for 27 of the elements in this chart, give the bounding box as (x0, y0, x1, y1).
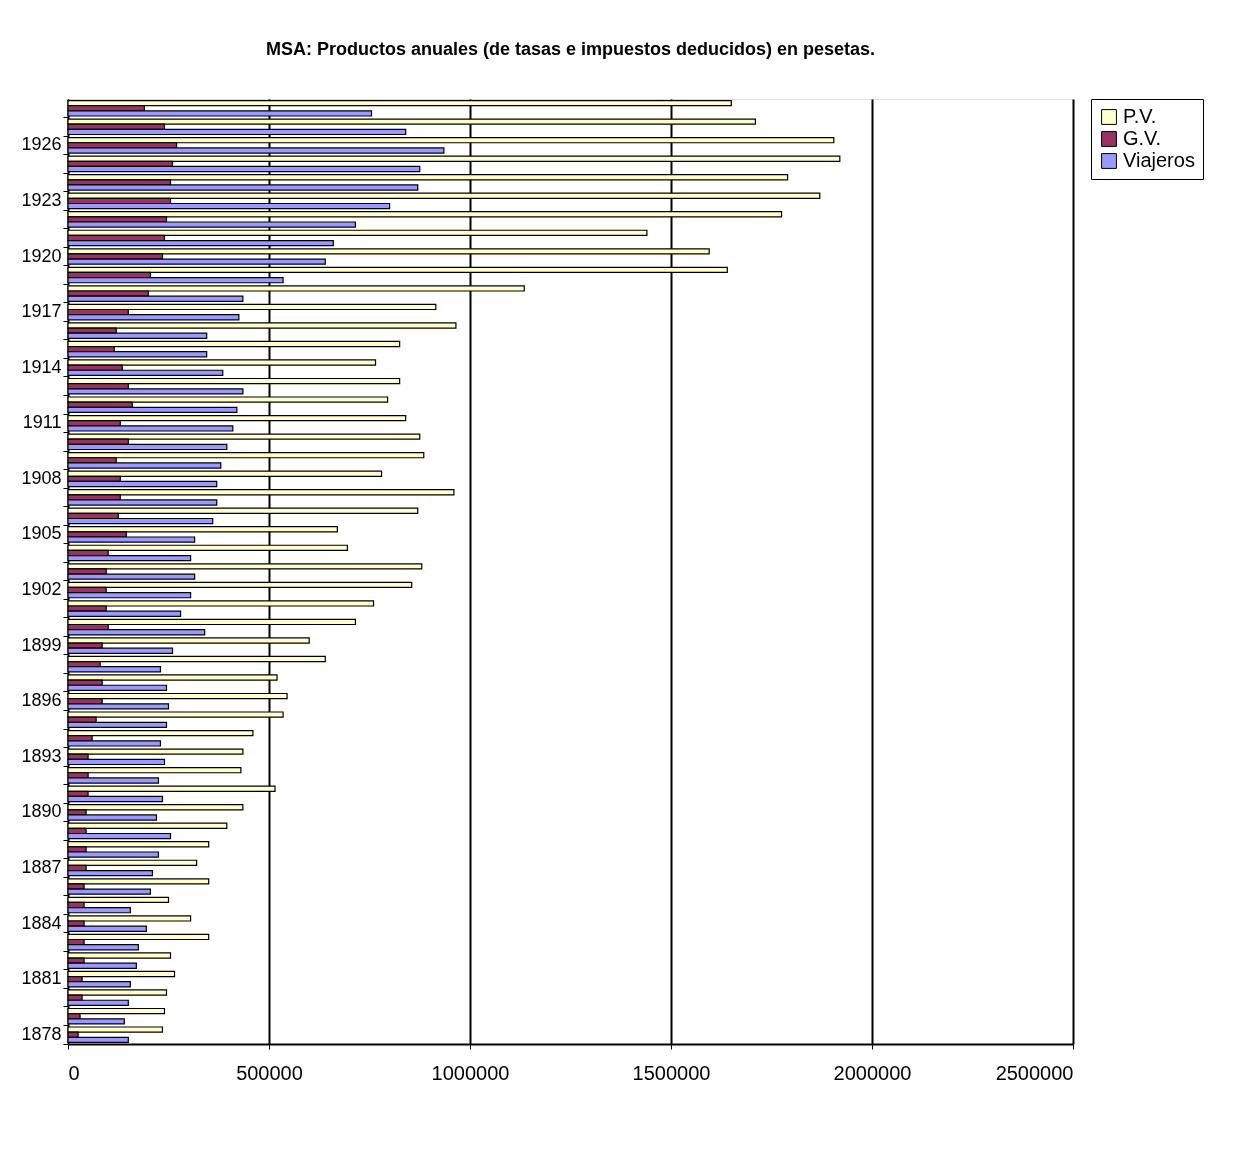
legend-label: Viajeros (1123, 149, 1195, 171)
y-tick-label: 1890 (21, 801, 62, 822)
y-tick-label: 1878 (21, 1023, 62, 1044)
x-tick-label: 2000000 (833, 1061, 912, 1084)
y-tick-label: 1893 (21, 745, 62, 766)
x-tick-label: 500000 (236, 1061, 303, 1084)
y-tick-label: 1905 (21, 523, 62, 544)
y-tick-label: 1920 (21, 245, 62, 266)
chart-title: MSA: Productos anuales (de tasas e impuestos deducidos) en pesetas. (265, 38, 876, 59)
legend-label: P.V. (1123, 105, 1157, 127)
y-tick-label: 1896 (21, 690, 62, 711)
y-tick-label: 1881 (21, 968, 62, 989)
y-tick-label: 1908 (21, 467, 62, 488)
y-tick-label: 1899 (21, 634, 62, 655)
y-tick-label: 1887 (21, 856, 62, 877)
x-tick-label: 2500000 (995, 1061, 1074, 1084)
legend-label: G.V. (1123, 127, 1162, 149)
y-tick-label: 1902 (21, 579, 62, 600)
x-tick-label: 0 (68, 1061, 80, 1084)
y-tick-label: 1926 (21, 134, 62, 155)
y-tick-label: 1923 (21, 189, 62, 210)
y-tick-label: 1884 (21, 912, 62, 933)
y-tick-label: 1917 (21, 301, 62, 322)
x-tick-label: 1500000 (632, 1061, 711, 1084)
x-tick-label: 1000000 (431, 1061, 510, 1084)
y-tick-label: 1914 (21, 356, 62, 377)
y-tick-label: 1911 (22, 412, 62, 433)
